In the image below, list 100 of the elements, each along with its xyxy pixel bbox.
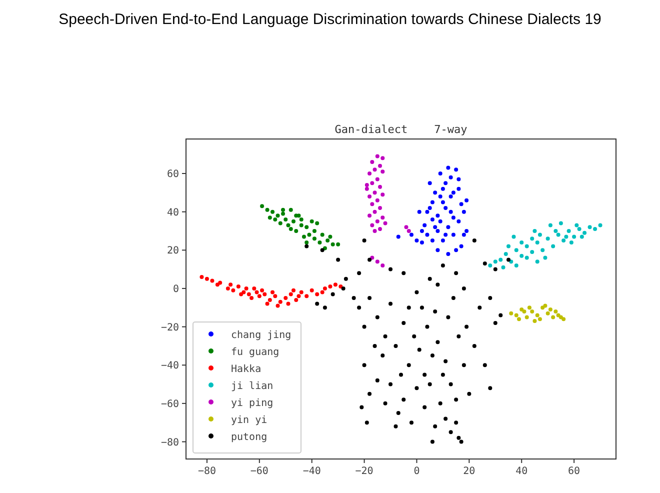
- point: [580, 234, 584, 239]
- point: [572, 234, 576, 239]
- point: [372, 210, 377, 214]
- point: [244, 286, 248, 290]
- point: [246, 292, 251, 296]
- legend-label: yin yi: [231, 415, 268, 426]
- point: [281, 212, 286, 216]
- point: [294, 298, 298, 302]
- point: [260, 288, 264, 292]
- point: [448, 194, 453, 198]
- point: [593, 227, 598, 232]
- point: [556, 232, 560, 237]
- point: [265, 302, 270, 306]
- point: [270, 290, 275, 294]
- point: [524, 256, 529, 260]
- point: [231, 288, 236, 292]
- point: [414, 238, 419, 243]
- point: [380, 156, 385, 160]
- point: [372, 190, 377, 195]
- point: [383, 221, 388, 226]
- x-tick-label: 60: [568, 466, 580, 477]
- y-tick-label: −20: [160, 322, 179, 334]
- point: [260, 204, 264, 208]
- point: [273, 294, 278, 298]
- point: [520, 254, 524, 258]
- point: [574, 223, 579, 228]
- legend-label: putong: [231, 432, 268, 443]
- point: [422, 223, 427, 228]
- point: [380, 170, 385, 174]
- point: [493, 260, 498, 264]
- point: [436, 248, 440, 252]
- point: [307, 232, 312, 237]
- point: [514, 248, 518, 252]
- point: [312, 236, 316, 241]
- point: [448, 210, 453, 214]
- point: [598, 223, 602, 228]
- point: [512, 234, 516, 239]
- point: [566, 228, 571, 233]
- point: [577, 227, 582, 232]
- point: [262, 292, 267, 296]
- point: [446, 225, 450, 230]
- point: [509, 311, 514, 316]
- x-tick-label: −40: [302, 466, 321, 477]
- point: [456, 219, 461, 224]
- point: [288, 208, 293, 212]
- point: [322, 246, 327, 250]
- legend-label: ji lian: [231, 381, 274, 392]
- point: [551, 244, 556, 248]
- point: [284, 217, 288, 222]
- point: [304, 225, 309, 230]
- point: [312, 228, 316, 233]
- point: [540, 248, 545, 252]
- x-tick-label: 20: [463, 466, 476, 477]
- point: [404, 225, 408, 230]
- point: [446, 166, 450, 170]
- point: [520, 308, 524, 312]
- point: [370, 202, 374, 206]
- point: [428, 181, 432, 186]
- point: [406, 228, 411, 233]
- point: [464, 228, 469, 233]
- point: [440, 200, 445, 204]
- point: [527, 306, 532, 310]
- point: [530, 309, 534, 314]
- point: [270, 210, 275, 214]
- point: [368, 214, 372, 218]
- point: [420, 228, 424, 233]
- point: [562, 238, 566, 243]
- point: [218, 280, 222, 285]
- legend-label: yi ping: [231, 398, 274, 409]
- point: [304, 240, 309, 244]
- point: [456, 177, 461, 182]
- point: [462, 210, 466, 214]
- point: [380, 192, 385, 197]
- point: [488, 263, 492, 268]
- point: [554, 228, 558, 233]
- point: [425, 232, 430, 237]
- point: [546, 311, 550, 316]
- point: [417, 210, 422, 214]
- point: [372, 228, 377, 233]
- point: [514, 313, 518, 318]
- point: [459, 202, 464, 206]
- point: [284, 296, 288, 300]
- point: [535, 240, 540, 244]
- point: [276, 214, 280, 218]
- point: [273, 217, 278, 222]
- point: [302, 234, 306, 239]
- point: [254, 290, 259, 294]
- point: [315, 292, 320, 296]
- y-tick-label: 0: [172, 284, 179, 295]
- point: [462, 232, 466, 237]
- point: [378, 227, 382, 232]
- point: [532, 319, 537, 324]
- point: [368, 171, 372, 176]
- point: [444, 232, 448, 237]
- point: [425, 210, 430, 214]
- point: [315, 221, 320, 226]
- point: [268, 298, 272, 302]
- point: [375, 154, 380, 158]
- point: [318, 240, 322, 244]
- point: [396, 234, 400, 239]
